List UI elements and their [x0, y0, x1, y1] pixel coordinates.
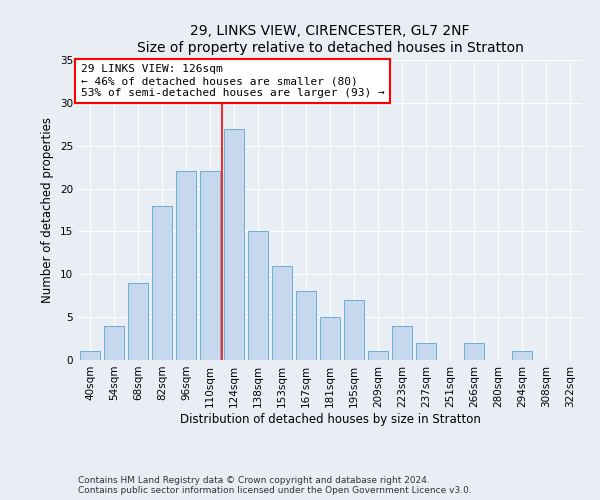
Text: Contains HM Land Registry data © Crown copyright and database right 2024.
Contai: Contains HM Land Registry data © Crown c…	[78, 476, 472, 495]
Bar	[416, 343, 436, 360]
Bar	[80, 352, 100, 360]
Bar	[464, 343, 484, 360]
Bar	[224, 128, 244, 360]
Bar	[344, 300, 364, 360]
Bar	[272, 266, 292, 360]
Bar	[128, 283, 148, 360]
Bar	[392, 326, 412, 360]
X-axis label: Distribution of detached houses by size in Stratton: Distribution of detached houses by size …	[179, 412, 481, 426]
Bar	[104, 326, 124, 360]
Bar	[152, 206, 172, 360]
Bar	[368, 352, 388, 360]
Bar	[512, 352, 532, 360]
Bar	[200, 172, 220, 360]
Bar	[296, 292, 316, 360]
Bar	[320, 317, 340, 360]
Bar	[176, 172, 196, 360]
Bar	[248, 232, 268, 360]
Text: 29 LINKS VIEW: 126sqm
← 46% of detached houses are smaller (80)
53% of semi-deta: 29 LINKS VIEW: 126sqm ← 46% of detached …	[80, 64, 384, 98]
Y-axis label: Number of detached properties: Number of detached properties	[41, 117, 55, 303]
Title: 29, LINKS VIEW, CIRENCESTER, GL7 2NF
Size of property relative to detached house: 29, LINKS VIEW, CIRENCESTER, GL7 2NF Siz…	[137, 24, 523, 54]
